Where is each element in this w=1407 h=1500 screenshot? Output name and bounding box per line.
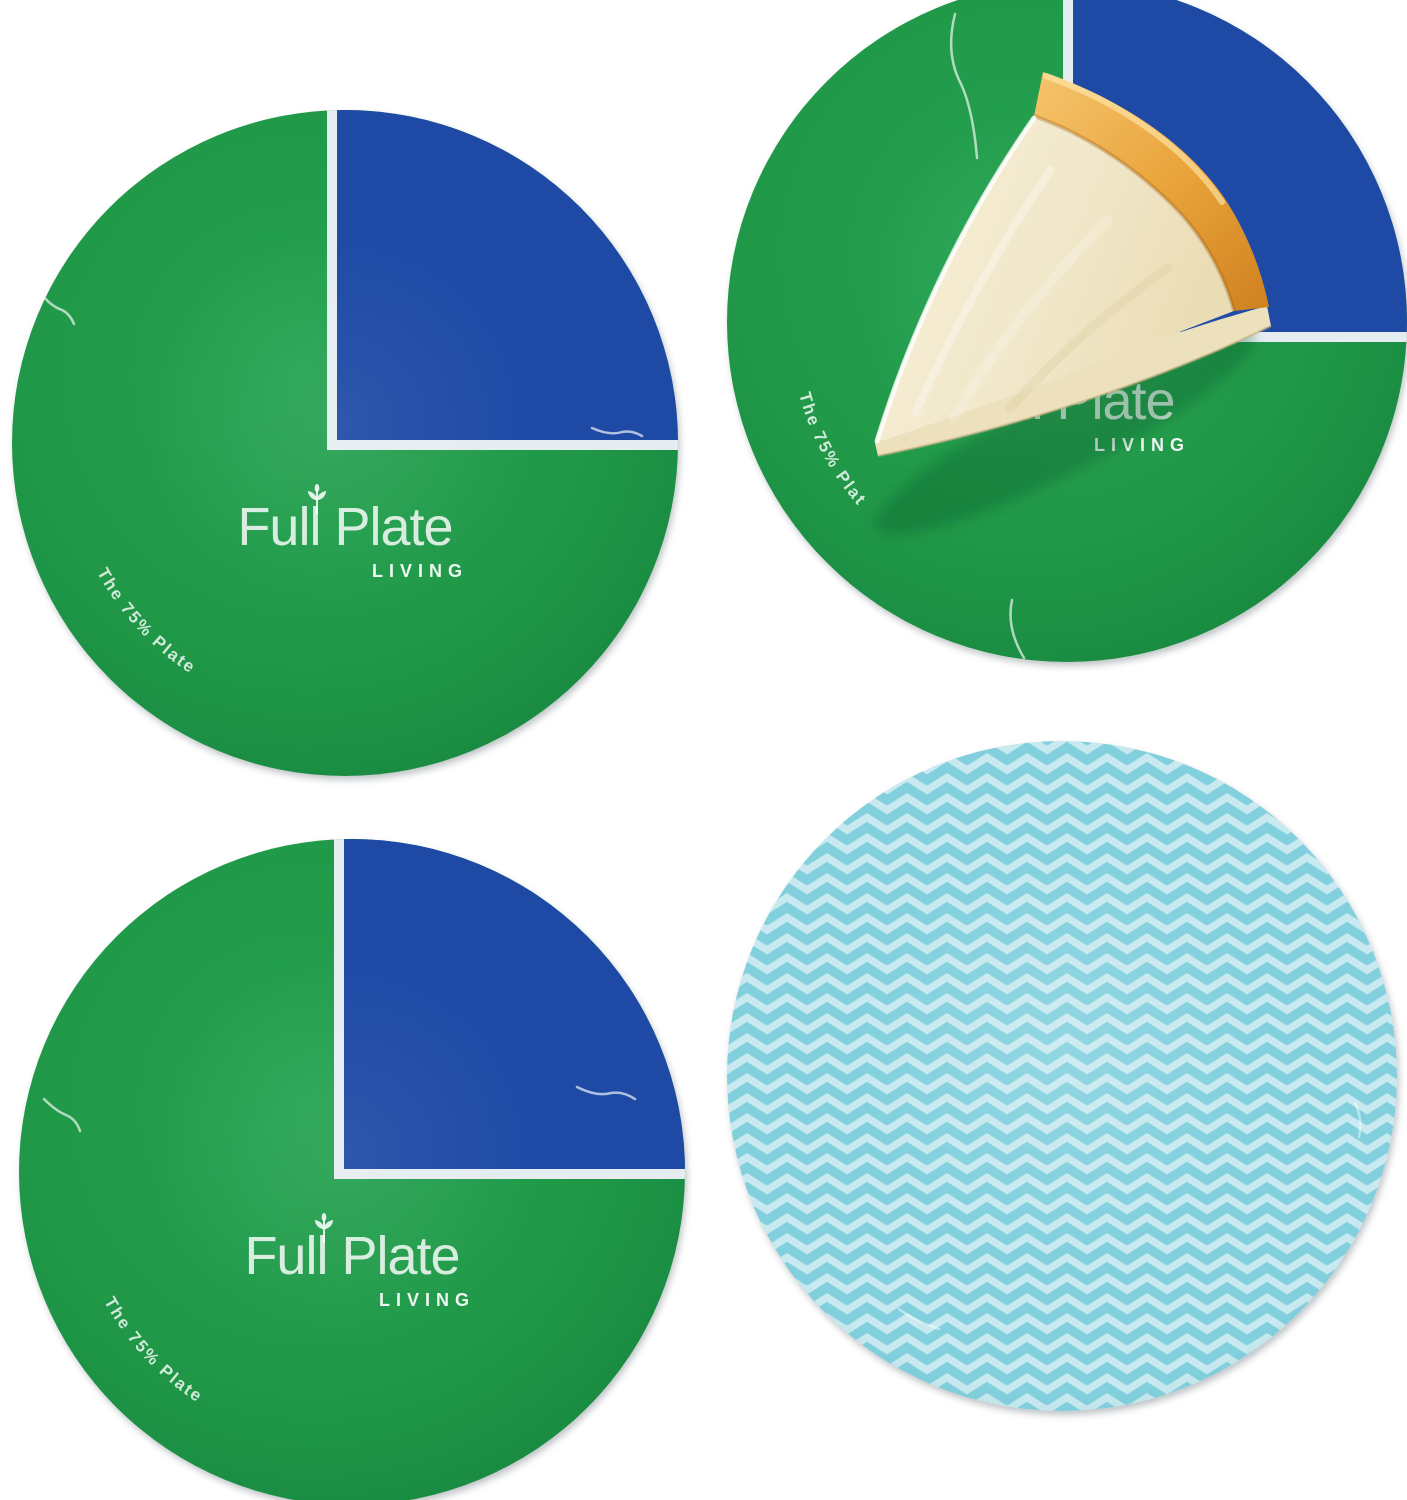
slice-bottom-edge xyxy=(877,324,1272,458)
logo-text-fu: Fu xyxy=(244,1226,306,1286)
slice-shadow xyxy=(875,329,1255,535)
cream-swirl xyxy=(949,215,1113,423)
logo-subtext-living: LIVING xyxy=(371,561,468,581)
logo-subtext-living: LIVING xyxy=(378,1290,475,1310)
slice-cut-edge-highlight xyxy=(874,115,1037,444)
plate-bottom-right-chevron xyxy=(727,741,1397,1411)
crack-mark xyxy=(1009,598,1026,660)
crust-highlight xyxy=(1043,73,1225,205)
tagline-curved-text: The 75% Plate xyxy=(100,1294,206,1407)
logo-text-ll-inner: ll xyxy=(298,497,321,557)
crack-mark xyxy=(42,1097,82,1133)
chevron-pattern-surface xyxy=(727,741,1397,1411)
logo-text-ll: ll xyxy=(298,484,327,557)
divider-line-horizontal xyxy=(327,440,678,450)
logo-text-ll-inner: ll xyxy=(305,1226,328,1286)
crack-mark xyxy=(590,426,644,438)
crack-mark xyxy=(575,1085,637,1101)
curved-tagline-layer: The 75% Plate xyxy=(727,0,1026,660)
divider-line-vertical xyxy=(334,839,344,1179)
divider-line-horizontal xyxy=(334,1169,685,1179)
leaf-sprig-icon xyxy=(308,484,327,515)
crack-mark xyxy=(897,1307,941,1331)
plate-bottom-left-75-percent: Full Plate LIVING The 75% Plate xyxy=(19,839,685,1500)
tagline-curved-text: The 75% Plate xyxy=(727,0,870,510)
slice-top-surface xyxy=(875,116,1234,443)
full-plate-living-logo: Full Plate LIVING xyxy=(235,1213,469,1311)
cream-swirl xyxy=(912,166,1054,416)
curved-tagline-layer: The 75% Plate xyxy=(38,290,644,678)
blue-quarter-section xyxy=(337,110,678,440)
leaf-sprig-icon xyxy=(315,1213,334,1244)
slice-crust xyxy=(1034,72,1269,311)
curved-tagline-layer: The 75% Plate xyxy=(42,1085,637,1407)
plate-top-left-75-percent: Full Plate LIVING The 75% Plate xyxy=(12,110,678,776)
plate-top-right-75-percent-cheesecake: Full Plate LIVING The 75% Plate xyxy=(727,0,1407,662)
crack-mark xyxy=(1353,1101,1362,1139)
crack-mark xyxy=(38,290,76,326)
logo-wordmark: Full Plate xyxy=(235,1213,469,1286)
slice-side-face xyxy=(875,306,1271,456)
cheesecake-slice-image xyxy=(874,72,1272,535)
crack-mark xyxy=(949,12,979,160)
cream-swirl xyxy=(1005,263,1173,413)
logo-wordmark: Full Plate xyxy=(228,484,462,557)
logo-text-ll: ll xyxy=(305,1213,334,1286)
crust-inner-shadow xyxy=(1033,114,1236,312)
divider-line-vertical xyxy=(327,110,337,450)
logo-text-fu: Fu xyxy=(237,497,299,557)
blue-quarter-section xyxy=(344,839,685,1169)
tagline-curved-text: The 75% Plate xyxy=(93,565,199,678)
full-plate-living-logo: Full Plate LIVING xyxy=(228,484,462,582)
logo-text-plate: Plate xyxy=(320,497,453,557)
logo-text-plate: Plate xyxy=(327,1226,460,1286)
